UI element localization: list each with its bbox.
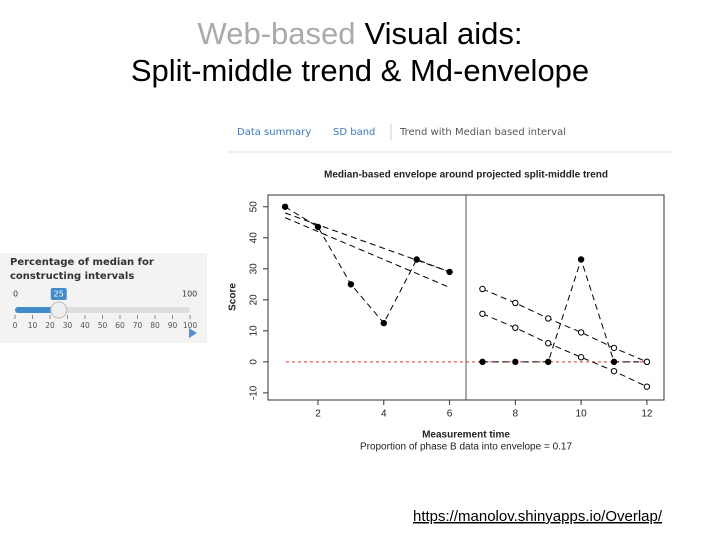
y-tick-label: 10 bbox=[249, 325, 260, 337]
point bbox=[577, 256, 585, 263]
slider-tick-label: 80 bbox=[150, 321, 160, 330]
y-tick-label: -10 bbox=[249, 385, 260, 400]
tab[interactable]: Trend with Median based interval bbox=[399, 127, 566, 138]
point bbox=[281, 203, 289, 210]
x-tick-label: 2 bbox=[315, 409, 321, 420]
series-line bbox=[284, 212, 450, 273]
slider-badge bbox=[50, 288, 67, 300]
slider-tick-label: 10 bbox=[28, 321, 38, 330]
point bbox=[479, 358, 486, 366]
chart-title: Median-based envelope around projected s… bbox=[324, 170, 608, 181]
point bbox=[610, 344, 618, 352]
point bbox=[479, 310, 486, 317]
point bbox=[545, 340, 552, 347]
point bbox=[479, 285, 486, 293]
x-tick-label: 8 bbox=[513, 409, 519, 420]
slider-tick-label: 30 bbox=[63, 321, 73, 330]
slider-tick-label: 0 bbox=[13, 321, 18, 330]
series-line bbox=[482, 288, 648, 363]
y-axis-label: Score bbox=[228, 283, 239, 311]
slide-title: Web-based Visual aids: bbox=[198, 16, 523, 51]
point bbox=[545, 315, 552, 322]
point bbox=[545, 358, 552, 366]
point bbox=[413, 256, 420, 263]
x-tick-label: 10 bbox=[576, 409, 588, 420]
point bbox=[512, 358, 519, 366]
point bbox=[512, 324, 519, 331]
x-tick-label: 6 bbox=[447, 409, 453, 420]
point bbox=[380, 319, 387, 327]
slider-min: 0 bbox=[13, 290, 18, 299]
point bbox=[347, 281, 355, 288]
slide-subtitle: Split-middle trend & Md-envelope bbox=[131, 53, 589, 88]
link[interactable]: https://manolov.shinyapps.io/Overlap/ bbox=[413, 508, 663, 525]
slider-tick-label: 90 bbox=[168, 321, 178, 330]
slider-label: Percentage of median for bbox=[10, 257, 154, 268]
slider-tick-label: 60 bbox=[115, 321, 125, 330]
point bbox=[643, 383, 651, 390]
y-tick-label: 30 bbox=[249, 263, 260, 275]
point bbox=[610, 358, 618, 366]
slider-tick-label: 70 bbox=[133, 321, 143, 330]
tab[interactable]: SD band bbox=[333, 127, 375, 138]
link-text[interactable]: https://manolov.shinyapps.io/Overlap/ bbox=[413, 508, 663, 525]
slider-tick-label: 100 bbox=[183, 321, 198, 330]
title-rest: Visual aids: bbox=[365, 16, 523, 51]
point bbox=[577, 354, 585, 361]
slider-tick-label: 20 bbox=[45, 321, 55, 330]
point bbox=[643, 358, 651, 366]
x-tick-label: 4 bbox=[381, 409, 387, 420]
tab[interactable]: Data summary bbox=[237, 127, 311, 138]
title-grey: Web-based bbox=[198, 16, 356, 51]
point bbox=[577, 329, 585, 336]
slider-label: constructing intervals bbox=[10, 271, 134, 282]
play-button[interactable] bbox=[189, 328, 197, 338]
series-line bbox=[284, 217, 450, 288]
y-tick-label: 50 bbox=[249, 201, 260, 213]
series-line bbox=[482, 257, 647, 363]
slider-value: 25 bbox=[54, 290, 64, 299]
y-tick-label: 40 bbox=[249, 232, 260, 244]
x-tick-label: 12 bbox=[641, 409, 653, 420]
y-tick-label: 0 bbox=[249, 359, 260, 365]
slider-tick-label: 40 bbox=[80, 321, 90, 330]
slider-panel bbox=[0, 253, 207, 343]
caption: Proportion of phase B data into envelope… bbox=[360, 442, 573, 453]
slider-max: 100 bbox=[182, 290, 197, 299]
slider-handle[interactable] bbox=[50, 301, 68, 319]
series-line bbox=[482, 313, 648, 388]
slider-tick-label: 50 bbox=[98, 321, 108, 330]
x-axis-label: Measurement time bbox=[422, 430, 510, 441]
series-line bbox=[284, 206, 450, 324]
y-tick-label: 20 bbox=[249, 294, 260, 306]
point bbox=[512, 299, 519, 307]
slider-fill bbox=[15, 307, 59, 313]
point bbox=[610, 367, 618, 375]
